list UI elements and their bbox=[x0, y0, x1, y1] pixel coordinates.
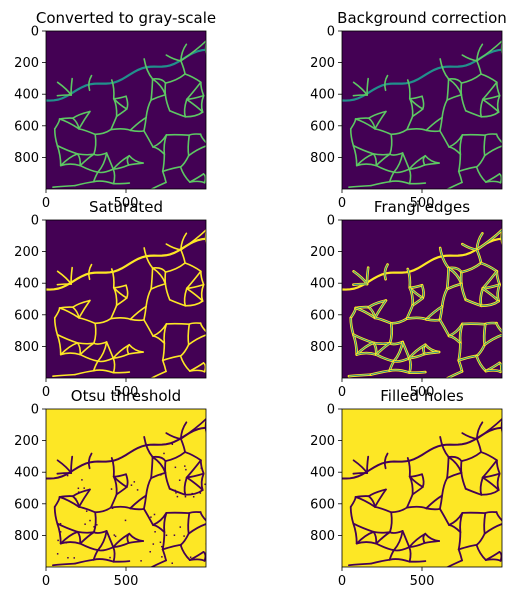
y-tick-label: 600 bbox=[14, 119, 39, 134]
y-tick-label: 400 bbox=[14, 277, 39, 292]
y-tick-label: 200 bbox=[14, 434, 39, 449]
y-tick-label: 200 bbox=[14, 56, 39, 71]
x-tick-label: 0 bbox=[42, 385, 50, 400]
x-tick-label: 0 bbox=[338, 385, 346, 400]
panel-image bbox=[46, 31, 206, 189]
y-tick-label: 0 bbox=[31, 403, 39, 418]
x-tick-label: 500 bbox=[410, 574, 435, 589]
y-tick-label: 0 bbox=[327, 25, 335, 40]
y-tick-label: 600 bbox=[310, 308, 335, 323]
panel-title: Filled holes bbox=[380, 387, 464, 405]
y-tick-label: 800 bbox=[14, 151, 39, 166]
y-tick-label: 200 bbox=[310, 56, 335, 71]
y-tick-label: 0 bbox=[31, 214, 39, 229]
y-tick-label: 800 bbox=[14, 529, 39, 544]
y-tick-label: 200 bbox=[14, 245, 39, 260]
y-tick-label: 800 bbox=[310, 340, 335, 355]
y-tick-label: 400 bbox=[310, 277, 335, 292]
panel-title: Frangi edges bbox=[374, 198, 470, 216]
x-tick-label: 0 bbox=[338, 196, 346, 211]
panel-title: Background correction bbox=[337, 9, 507, 27]
x-tick-label: 0 bbox=[42, 196, 50, 211]
panel-title: Otsu threshold bbox=[71, 387, 181, 405]
y-tick-label: 800 bbox=[310, 529, 335, 544]
y-tick-label: 0 bbox=[31, 25, 39, 40]
y-tick-label: 200 bbox=[310, 434, 335, 449]
y-tick-label: 400 bbox=[14, 466, 39, 481]
panel-image bbox=[46, 409, 206, 567]
x-tick-label: 500 bbox=[410, 196, 435, 211]
x-tick-label: 500 bbox=[114, 574, 139, 589]
panel-image bbox=[46, 220, 206, 378]
x-tick-label: 500 bbox=[114, 196, 139, 211]
y-tick-label: 400 bbox=[310, 88, 335, 103]
y-tick-label: 0 bbox=[327, 214, 335, 229]
y-tick-label: 600 bbox=[14, 308, 39, 323]
y-tick-label: 400 bbox=[14, 88, 39, 103]
x-tick-label: 500 bbox=[410, 385, 435, 400]
y-tick-label: 0 bbox=[327, 403, 335, 418]
panel-1: 0 200 400 600 800 0 500 Converted to gray-scale bbox=[14, 9, 216, 211]
panel-title: Converted to gray-scale bbox=[36, 9, 216, 27]
x-tick-label: 0 bbox=[42, 574, 50, 589]
x-tick-label: 500 bbox=[114, 385, 139, 400]
y-tick-label: 600 bbox=[310, 119, 335, 134]
y-tick-label: 800 bbox=[14, 340, 39, 355]
panel-image bbox=[342, 31, 502, 189]
y-tick-label: 600 bbox=[310, 497, 335, 512]
x-tick-label: 0 bbox=[338, 574, 346, 589]
y-tick-label: 400 bbox=[310, 466, 335, 481]
panel-title: Saturated bbox=[89, 198, 163, 216]
y-tick-label: 200 bbox=[310, 245, 335, 260]
y-tick-label: 600 bbox=[14, 497, 39, 512]
panel-2: 0 200 400 600 800 0 500 Background correction bbox=[310, 9, 507, 211]
panel-image bbox=[342, 220, 502, 378]
panel-image bbox=[342, 409, 502, 567]
y-tick-label: 800 bbox=[310, 151, 335, 166]
